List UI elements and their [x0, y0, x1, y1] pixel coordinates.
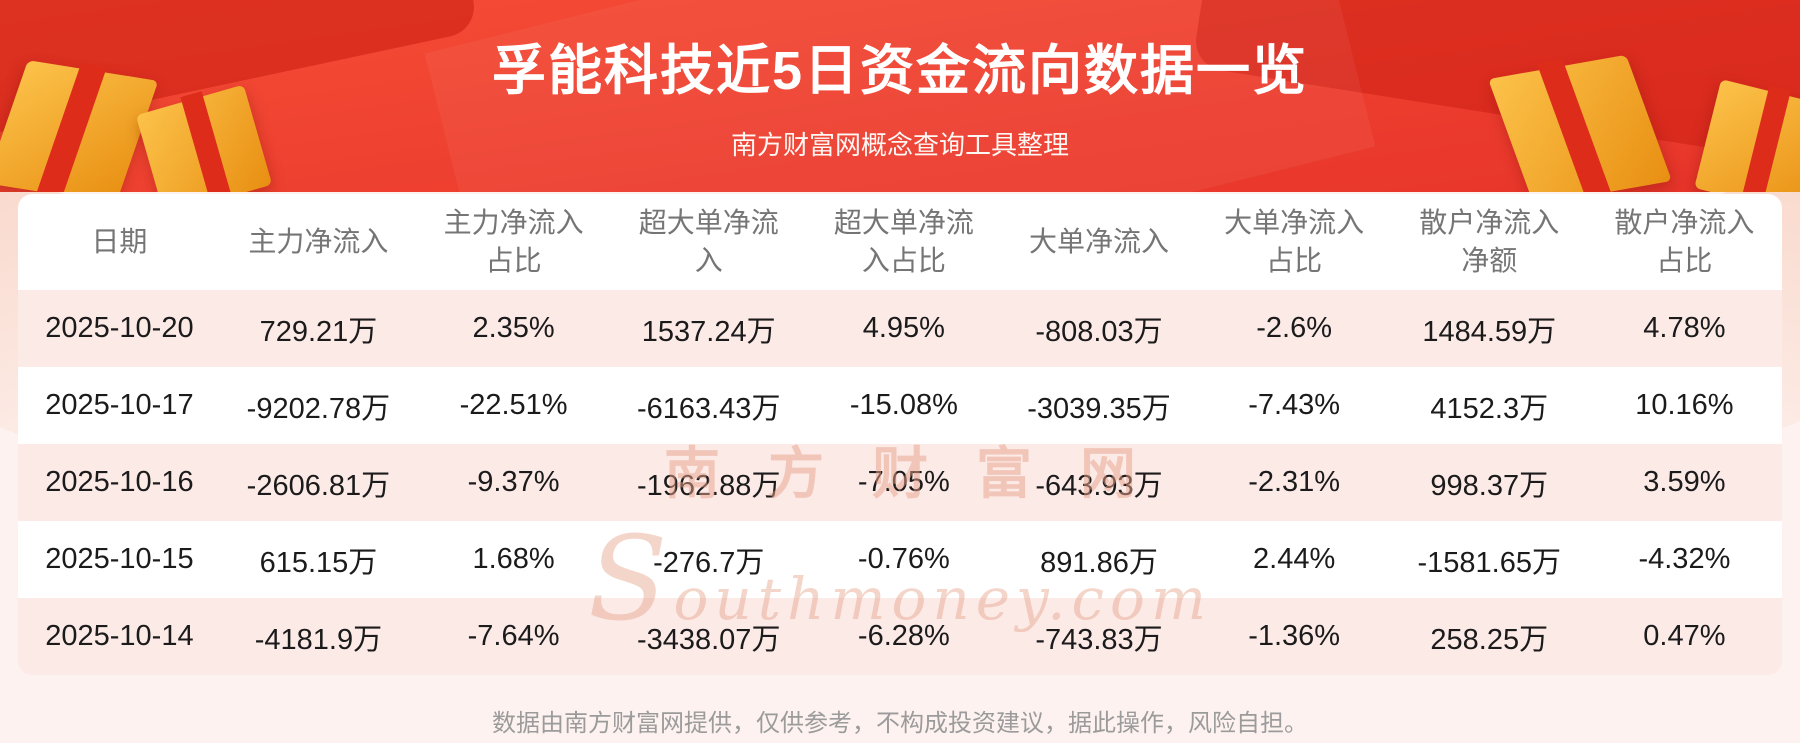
value-cell: -2.31%	[1248, 466, 1341, 498]
table-head: 日期 主力净流入 主力净流入占比 超大单净流入 超大单净流入占比 大单净流入 大单净流入占比…	[18, 194, 1782, 290]
value-cell: -2.6%	[1256, 312, 1333, 344]
value-cell: -1581.65万	[1417, 546, 1562, 579]
value-cell: 2.44%	[1253, 543, 1336, 575]
column-header: 散户净流入占比	[1614, 207, 1755, 276]
table-row: 2025-10-17 -9202.78万 -22.51% -6163.43万 -15.0…	[18, 367, 1782, 444]
column-header: 超大单净流入占比	[833, 207, 974, 276]
value-cell: 615.15万	[259, 546, 378, 579]
value-cell: -743.83万	[1035, 623, 1163, 656]
value-cell: 0.47%	[1643, 620, 1726, 652]
date-cell: 2025-10-15	[45, 543, 194, 575]
date-cell: 2025-10-20	[45, 312, 194, 344]
table-header-row: 日期 主力净流入 主力净流入占比 超大单净流入 超大单净流入占比 大单净流入 大单净流入占比…	[18, 194, 1782, 290]
value-cell: -7.05%	[857, 466, 950, 498]
value-cell: -3438.07万	[636, 623, 781, 656]
table-row: 2025-10-15 615.15万 1.68% -276.7万 -0.76% 891.8…	[18, 521, 1782, 598]
value-cell: 4.95%	[862, 312, 945, 344]
value-cell: 4.78%	[1643, 312, 1726, 344]
value-cell: 3.59%	[1643, 466, 1726, 498]
column-header: 散户净流入净额	[1419, 207, 1560, 276]
value-cell: -7.64%	[467, 620, 560, 652]
value-cell: -3039.35万	[1027, 392, 1171, 425]
value-cell: -1.36%	[1248, 620, 1341, 652]
column-header: 大单净流入占比	[1224, 207, 1365, 276]
value-cell: -4181.9万	[254, 623, 383, 656]
column-header: 大单净流入	[1028, 226, 1169, 258]
table-row: 2025-10-16 -2606.81万 -9.37% -1962.88万 -7.05%…	[18, 444, 1782, 521]
value-cell: -4.32%	[1638, 543, 1731, 575]
value-cell: 729.21万	[259, 315, 378, 348]
value-cell: -2606.81万	[246, 469, 391, 502]
value-cell: -6.28%	[857, 620, 950, 652]
value-cell: -808.03万	[1035, 315, 1163, 348]
value-cell: 1.68%	[472, 543, 555, 575]
page-subtitle: 南方财富网概念查询工具整理	[730, 130, 1069, 160]
value-cell: 258.25万	[1430, 623, 1549, 656]
value-cell: 10.16%	[1635, 389, 1734, 421]
value-cell: -9202.78万	[246, 392, 391, 425]
date-cell: 2025-10-14	[45, 620, 194, 652]
value-cell: 998.37万	[1430, 469, 1549, 502]
disclaimer-text: 数据由南方财富网提供，仅供参考，不构成投资建议，据此操作，风险自担。	[492, 710, 1308, 737]
fund-flow-table: 日期 主力净流入 主力净流入占比 超大单净流入 超大单净流入占比 大单净流入 大单净流入占比…	[18, 194, 1782, 675]
column-header: 主力净流入占比	[443, 207, 584, 276]
column-header: 主力净流入	[248, 226, 389, 258]
value-cell: -15.08%	[849, 389, 958, 421]
value-cell: -276.7万	[653, 546, 765, 579]
table-row: 2025-10-20 729.21万 2.35% 1537.24万 4.95% -808.…	[18, 290, 1782, 367]
table-row: 2025-10-14 -4181.9万 -7.64% -3438.07万 -6.28% -…	[18, 598, 1782, 675]
column-header: 日期	[91, 226, 148, 258]
value-cell: -7.43%	[1248, 389, 1341, 421]
value-cell: -22.51%	[459, 389, 568, 421]
value-cell: 1537.24万	[641, 315, 776, 348]
fund-flow-table-panel: 日期 主力净流入 主力净流入占比 超大单净流入 超大单净流入占比 大单净流入 大单净流入占比…	[18, 194, 1782, 675]
value-cell: 891.86万	[1040, 546, 1158, 579]
date-cell: 2025-10-17	[45, 389, 194, 421]
value-cell: 4152.3万	[1430, 392, 1549, 425]
table-body: 2025-10-20 729.21万 2.35% 1537.24万 4.95% -808.…	[18, 290, 1782, 675]
value-cell: -1962.88万	[636, 469, 781, 502]
value-cell: 2.35%	[472, 312, 555, 344]
value-cell: -9.37%	[467, 466, 560, 498]
page-title: 孚能科技近5日资金流向数据一览	[491, 41, 1309, 101]
value-cell: -643.93万	[1035, 469, 1163, 502]
date-cell: 2025-10-16	[45, 466, 194, 498]
column-header: 超大单净流入	[638, 207, 779, 276]
value-cell: -0.76%	[857, 543, 950, 575]
content: 日期 主力净流入 主力净流入占比 超大单净流入 超大单净流入占比 大单净流入 大单净流入占比…	[0, 194, 1800, 738]
value-cell: 1484.59万	[1422, 315, 1557, 348]
banner: 孚能科技近5日资金流向数据一览 南方财富网概念查询工具整理	[0, 0, 1800, 192]
value-cell: -6163.43万	[636, 392, 781, 425]
